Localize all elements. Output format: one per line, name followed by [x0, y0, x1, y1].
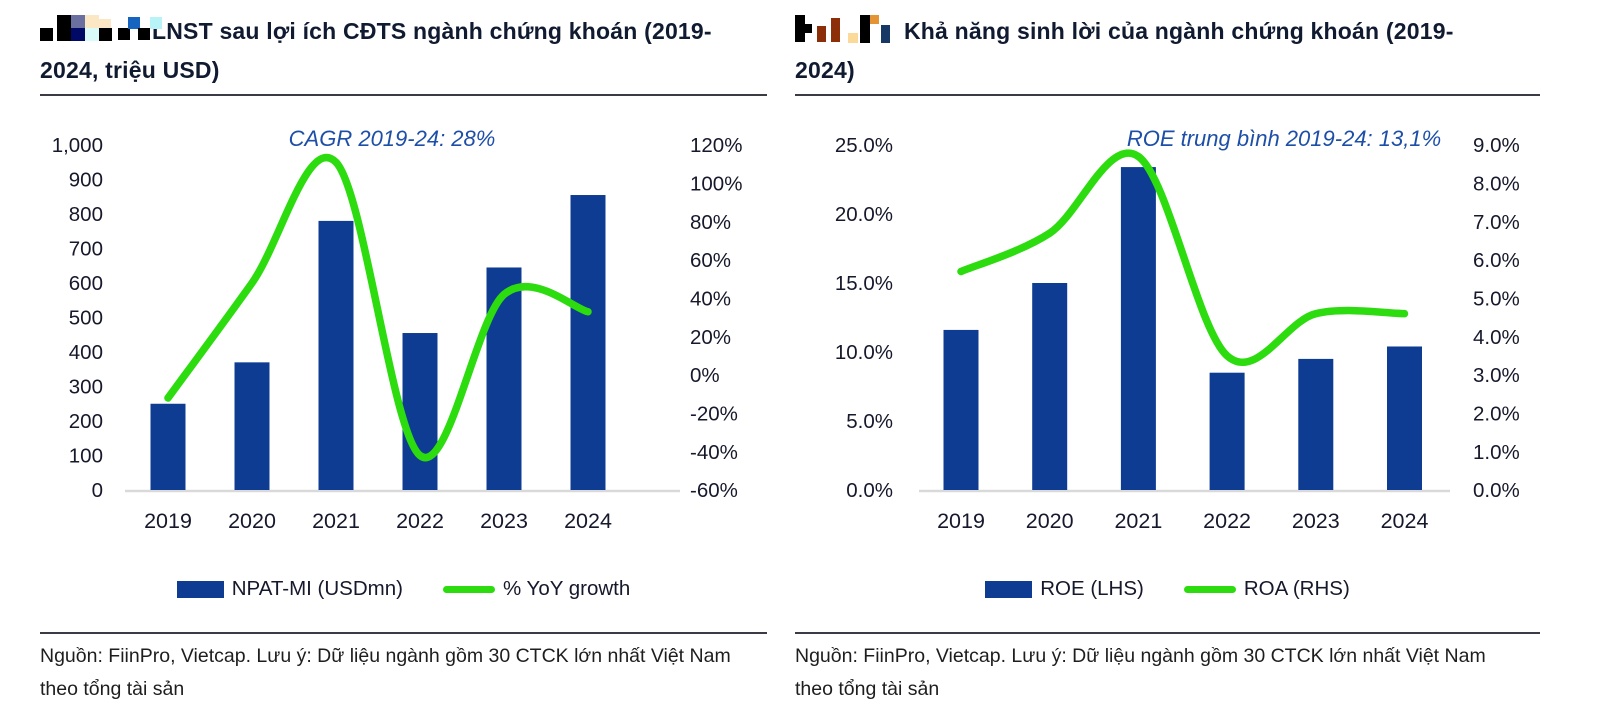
bar-2024	[570, 195, 606, 490]
npat-chart-panel: LNST sau lợi ích CĐTS ngành chứng khoán …	[40, 0, 767, 716]
bar-2021	[1120, 167, 1156, 490]
legend-label: ROA (RHS)	[1243, 577, 1350, 600]
roe-average-annotation: ROE trung bình 2019-24: 13,1%	[1126, 126, 1442, 151]
left-axis-tick: 600	[69, 272, 103, 295]
npat-chart-canvas: 1,000 900 800 700 600 500 400 300 200 100 0 120% 100…	[52, 134, 743, 533]
legend-item-bar: NPAT-MI (USDmn)	[176, 577, 403, 601]
title-divider	[795, 94, 1540, 96]
left-axis-tick: 800	[69, 203, 103, 226]
bar-2022	[402, 333, 438, 490]
right-axis-tick: 100%	[690, 173, 742, 196]
chart-title: Khả năng sinh lời của ngành chứng khoán …	[795, 18, 1454, 83]
left-axis-tick: 100	[69, 445, 103, 468]
right-axis-tick: 1.0%	[1473, 441, 1520, 464]
right-axis-tick: 6.0%	[1473, 249, 1520, 272]
left-axis-tick: 5.0%	[846, 410, 893, 433]
x-axis-label: 2022	[1203, 509, 1251, 533]
x-axis-label: 2020	[228, 509, 276, 533]
line-series-swatch	[442, 585, 495, 593]
cagr-annotation: CAGR 2019-24: 28%	[288, 126, 496, 151]
right-axis-tick: 60%	[690, 249, 731, 272]
right-axis-tick: 80%	[690, 211, 731, 234]
right-axis-tick: 40%	[690, 288, 731, 311]
bar-2023	[1298, 358, 1334, 490]
x-axis-label: 2021	[312, 509, 360, 533]
left-axis-tick: 200	[69, 410, 103, 433]
left-axis-tick: 15.0%	[835, 272, 893, 295]
right-axis-tick: 9.0%	[1473, 134, 1520, 157]
right-axis-tick: 2.0%	[1473, 403, 1520, 426]
legend-item-line: ROA (RHS)	[1183, 577, 1350, 601]
bar-2024	[1387, 346, 1422, 490]
left-axis-tick: 1,000	[52, 134, 103, 157]
bar-2020	[234, 362, 270, 490]
legend-label: % YoY growth	[502, 577, 631, 600]
bar-2019	[150, 403, 186, 490]
bar-2019	[943, 329, 979, 490]
left-axis-tick: 0.0%	[846, 479, 893, 502]
right-axis-tick: 4.0%	[1473, 326, 1520, 349]
left-axis-tick: 25.0%	[835, 134, 893, 157]
x-axis-label: 2019	[937, 509, 985, 533]
left-axis-tick: 500	[69, 307, 103, 330]
right-axis-tick: 7.0%	[1473, 211, 1520, 234]
right-axis-tick: -20%	[690, 403, 738, 426]
trend-line	[957, 149, 1409, 367]
x-axis-label: 2020	[1026, 509, 1074, 533]
chart-legend: ROE (LHS) ROA (RHS)	[795, 570, 1540, 608]
footer-divider	[795, 632, 1540, 634]
legend-item-bar: ROE (LHS)	[985, 577, 1144, 601]
left-axis-tick: 0	[92, 479, 103, 502]
right-axis-tick: -40%	[690, 441, 738, 464]
left-axis-tick: 700	[69, 238, 103, 261]
x-axis-label: 2019	[144, 509, 192, 533]
bar-2020	[1032, 283, 1068, 490]
profitability-chart-panel: Khả năng sinh lời của ngành chứng khoán …	[795, 0, 1540, 716]
footer-divider	[40, 632, 767, 634]
legend-item-line: % YoY growth	[442, 577, 631, 601]
right-axis-tick: 20%	[690, 326, 731, 349]
right-axis-tick: 8.0%	[1473, 173, 1520, 196]
x-axis-label: 2024	[564, 509, 612, 533]
left-axis-tick: 10.0%	[835, 341, 893, 364]
legend-label: NPAT-MI (USDmn)	[231, 577, 403, 600]
chart-legend: NPAT-MI (USDmn) % YoY growth	[40, 570, 767, 608]
x-axis-label: 2022	[396, 509, 444, 533]
right-axis-tick: 0.0%	[1473, 479, 1520, 502]
left-axis-tick: 900	[69, 169, 103, 192]
left-axis-tick: 20.0%	[835, 203, 893, 226]
right-axis-tick: -60%	[690, 479, 738, 502]
left-axis-tick: 300	[69, 376, 103, 399]
chart-title-row: LNST sau lợi ích CĐTS ngành chứng khoán …	[40, 12, 752, 90]
bar-2023	[486, 267, 522, 490]
bar-series-swatch	[176, 580, 224, 598]
x-axis-label: 2023	[480, 509, 528, 533]
trend-line	[164, 153, 592, 462]
chart-area: 25.0% 20.0% 15.0% 10.0% 5.0% 0.0% 9.0% 8.0% 7.0%…	[795, 100, 1540, 570]
mini-bars-icon	[795, 13, 892, 43]
right-axis-tick: 0%	[690, 364, 720, 387]
legend-label: ROE (LHS)	[1040, 577, 1144, 600]
x-axis-label: 2024	[1381, 509, 1429, 533]
profitability-chart-canvas: 25.0% 20.0% 15.0% 10.0% 5.0% 0.0% 9.0% 8.0% 7.0%…	[835, 134, 1520, 533]
bar-series-swatch	[985, 580, 1033, 598]
source-note: Nguồn: FiinPro, Vietcap. Lưu ý: Dữ liệu …	[40, 645, 731, 700]
left-axis-tick: 400	[69, 341, 103, 364]
chart-title: LNST sau lợi ích CĐTS ngành chứng khoán …	[40, 18, 712, 83]
chart-area: 1,000 900 800 700 600 500 400 300 200 100 0 120% 100…	[40, 100, 767, 570]
bar-2021	[318, 220, 354, 490]
x-axis-label: 2021	[1114, 509, 1162, 533]
source-note: Nguồn: FiinPro, Vietcap. Lưu ý: Dữ liệu …	[795, 645, 1486, 700]
line-series-swatch	[1183, 585, 1236, 593]
right-axis-tick: 5.0%	[1473, 288, 1520, 311]
bar-2022	[1209, 372, 1245, 490]
right-axis-tick: 120%	[690, 134, 742, 157]
right-axis-tick: 3.0%	[1473, 364, 1520, 387]
chart-title-row: Khả năng sinh lời của ngành chứng khoán …	[795, 12, 1487, 90]
x-axis-label: 2023	[1292, 509, 1340, 533]
pixel-mosaic-chart-icon	[40, 13, 162, 43]
title-divider	[40, 94, 767, 96]
